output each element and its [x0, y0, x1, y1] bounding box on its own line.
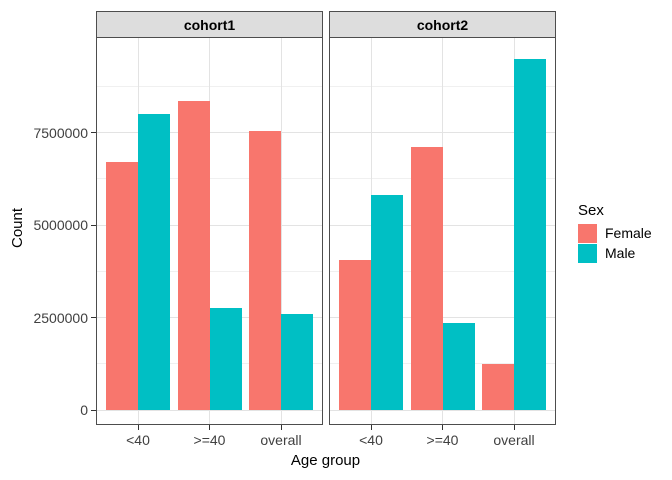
y-tick-mark: [91, 224, 96, 226]
x-tick-mark: [513, 425, 515, 430]
y-tick-label: 2500000: [33, 309, 88, 326]
gridline-major-v: [442, 38, 443, 424]
bar-cohort1-male-overall: [281, 313, 313, 410]
bar-cohort1-male-40: [209, 308, 242, 410]
y-tick-label: 0: [80, 402, 88, 418]
y-tick-mark: [91, 317, 96, 318]
bar-cohort2-male-overall: [514, 58, 546, 410]
y-tick-mark: [91, 132, 96, 133]
x-tick-mark: [209, 425, 210, 430]
legend-item-female: Female: [578, 223, 652, 243]
x-axis-title: Age group: [290, 452, 361, 469]
bar-cohort1-female-40: [106, 162, 138, 410]
x-tick-label: overall: [260, 432, 302, 448]
x-tick-label: <40: [126, 432, 150, 448]
x-tick-mark: [442, 425, 443, 430]
bar-cohort2-female-40: [410, 147, 443, 410]
facet-panel-cohort1: [96, 37, 323, 425]
bar-cohort1-male-40: [138, 114, 170, 410]
y-tick-label: 7500000: [33, 124, 88, 141]
gridline-major-v: [209, 38, 210, 424]
legend-title: Sex: [578, 202, 604, 219]
x-tick-label: >=40: [426, 432, 459, 448]
x-tick-mark: [280, 425, 282, 430]
x-tick-mark: [137, 425, 139, 430]
legend-label: Female: [605, 225, 652, 241]
x-tick-mark: [370, 425, 372, 430]
male-color-swatch: [578, 243, 597, 263]
female-color-swatch: [578, 223, 597, 243]
x-tick-label: overall: [493, 432, 535, 448]
bar-cohort2-female-40: [339, 260, 371, 410]
bar-cohort2-male-40: [442, 323, 475, 410]
bar-cohort2-female-overall: [482, 363, 514, 410]
bar-cohort1-female-40: [177, 101, 210, 410]
x-tick-label: >=40: [193, 432, 226, 448]
legend-label: Male: [605, 245, 636, 261]
bar-cohort1-female-overall: [249, 130, 281, 410]
legend-item-male: Male: [578, 243, 652, 263]
legend: Sex Female Male: [578, 202, 652, 263]
facet-strip-label: cohort2: [416, 16, 469, 33]
facet-panel-cohort2: [329, 37, 556, 425]
facet-strip-cohort1: cohort1: [96, 11, 323, 38]
bar-cohort2-male-40: [371, 195, 403, 410]
y-tick-label: 5000000: [33, 217, 88, 233]
facet-strip-cohort2: cohort2: [329, 11, 556, 38]
y-tick-mark: [91, 409, 96, 411]
facet-strip-label: cohort1: [183, 16, 236, 33]
x-tick-label: <40: [359, 432, 383, 448]
gridline-major-v: [280, 38, 282, 424]
